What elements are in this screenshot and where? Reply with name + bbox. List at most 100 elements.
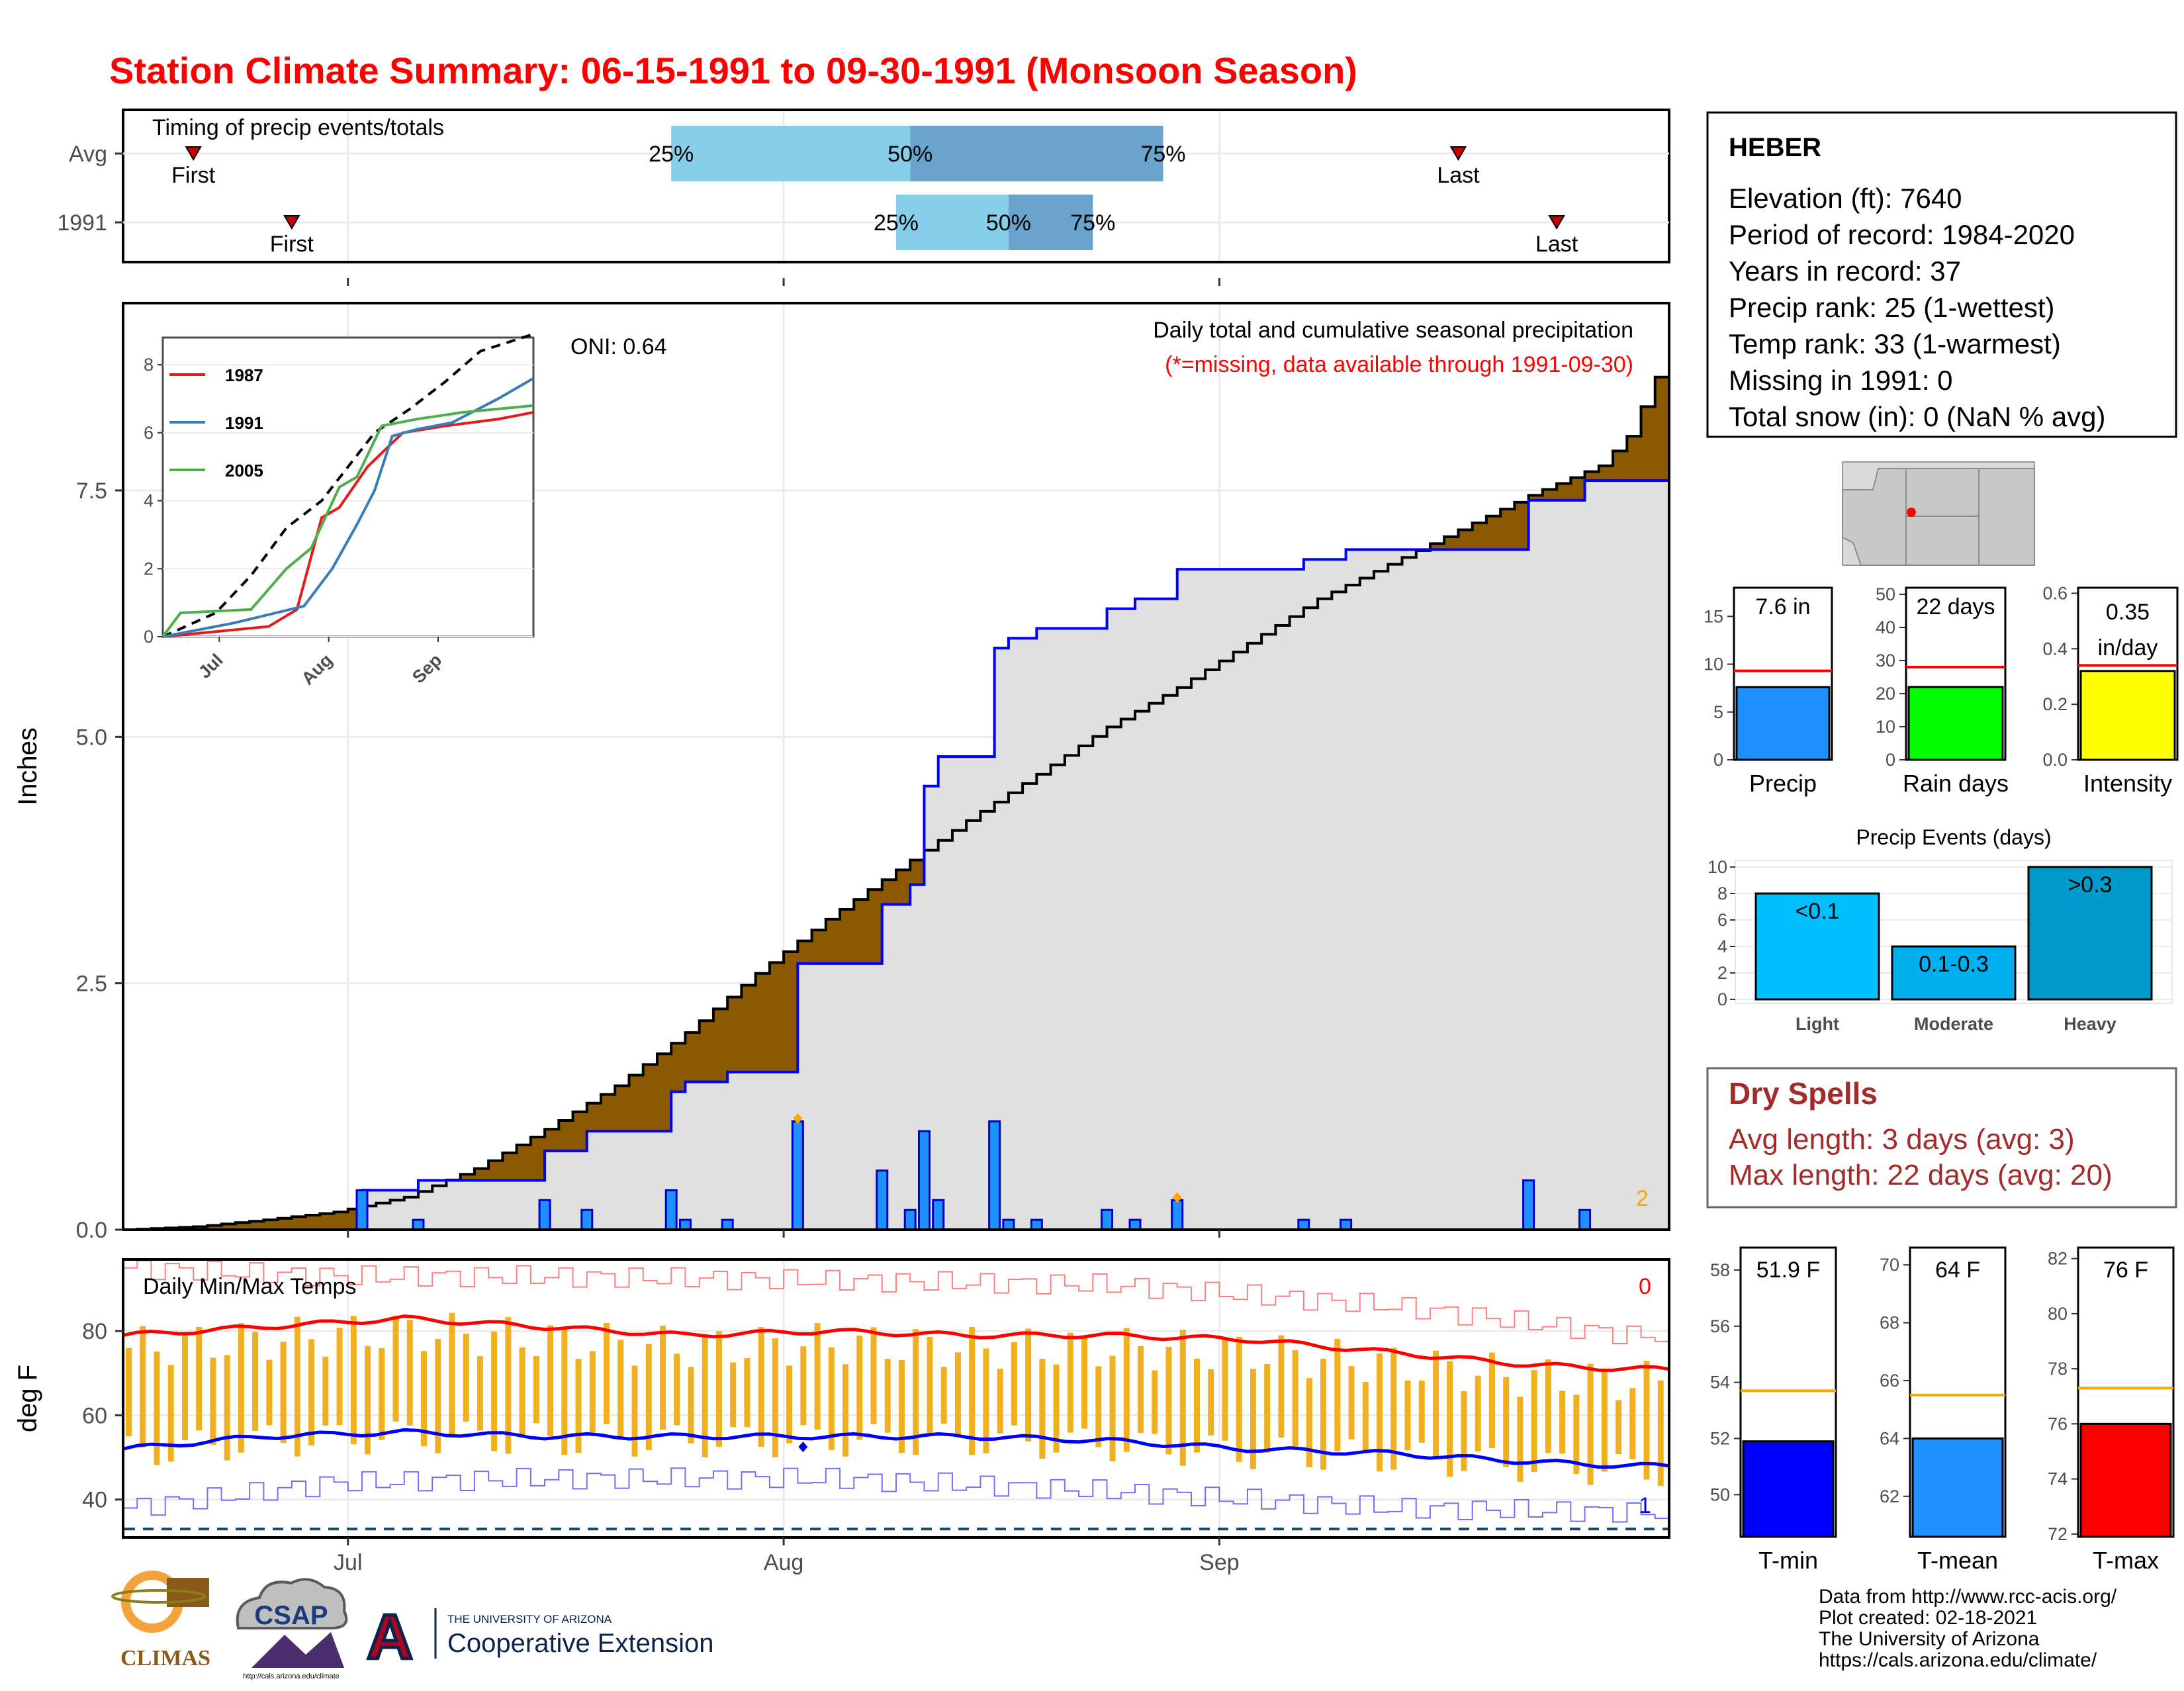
- daily-temp-range-bar: [1222, 1338, 1228, 1441]
- figure-title: Station Climate Summary: 06-15-1991 to 0…: [109, 50, 1357, 91]
- daily-temp-range-bar: [1306, 1378, 1312, 1467]
- daily-temp-range-bar: [1123, 1328, 1130, 1452]
- logo-climas-text: CLIMAS: [120, 1646, 210, 1670]
- summary-value-bar: [1907, 686, 2004, 761]
- inset-line-1987: [162, 411, 534, 638]
- inset-y-tick-label: 4: [144, 491, 154, 511]
- dry-spells-avg: Avg length: 3 days (avg: 3): [1729, 1123, 2075, 1156]
- precip-y-tick-label: 2.5: [76, 972, 107, 997]
- temp-y-tick-label: 60: [82, 1403, 107, 1428]
- temp-category-label: T-min: [1758, 1547, 1818, 1574]
- timing-row-label: Avg: [69, 142, 107, 167]
- daily-temp-range-bar: [1488, 1352, 1495, 1448]
- daily-temp-range-bar: [533, 1355, 539, 1424]
- daily-temp-range-bar: [800, 1346, 807, 1426]
- daily-temp-range-bar: [884, 1359, 891, 1433]
- daily-temp-range-bar: [1264, 1363, 1271, 1453]
- summary-value-label: 7.6 in: [1755, 594, 1810, 619]
- timing-panel: Timing of precip events/totals Avg 25% 50%…: [57, 109, 1670, 263]
- temp-bar-y-tick-label: 54: [1710, 1373, 1730, 1393]
- timing-bar-25-50: [671, 126, 911, 181]
- inset-legend-label: 1991: [225, 413, 263, 433]
- daily-temp-range-bar: [997, 1369, 1003, 1434]
- event-category-label: Heavy: [2064, 1014, 2116, 1034]
- station-info-box: HEBER Elevation (ft): 7640 Period of reco…: [1706, 111, 2177, 438]
- daily-temp-range-bar: [1390, 1348, 1397, 1470]
- summary-y-tick-label: 0.0: [2042, 750, 2068, 770]
- event-bar-light: [1754, 892, 1880, 1001]
- x-tick-label: Aug: [764, 1550, 804, 1575]
- daily-precip-bar: [538, 1199, 551, 1231]
- temp-bar-y-tick-label: 66: [1880, 1371, 1899, 1391]
- daily-precip-bar: [412, 1218, 425, 1231]
- timing-first-label: First: [171, 163, 216, 188]
- logo-climas: CLIMAS: [111, 1571, 210, 1670]
- timing-last-marker: [1548, 215, 1565, 230]
- summary-value-label: 0.35: [2106, 600, 2150, 625]
- precip-panel: Inches 0.0 2.5 5.0 7.5 Daily total and cumu…: [13, 302, 1670, 1243]
- daily-precip-bar: [1297, 1218, 1310, 1231]
- precip-below-area: [123, 480, 1669, 1230]
- daily-temp-range-bar: [181, 1334, 188, 1441]
- timing-pct-label: 75%: [1140, 142, 1185, 167]
- summary-y-tick-label: 0.4: [2042, 639, 2068, 659]
- daily-temp-range-bar: [1334, 1338, 1341, 1451]
- precip-y-label: Inches: [13, 727, 42, 805]
- daily-temp-range-bar: [1278, 1335, 1285, 1438]
- daily-temp-range-bar: [1179, 1330, 1186, 1466]
- timing-first-marker: [185, 146, 202, 161]
- daily-temp-range-bar: [1095, 1366, 1102, 1447]
- daily-temp-range-bar: [954, 1352, 961, 1436]
- temp-bar-y-tick-label: 72: [2048, 1524, 2068, 1544]
- summary-y-tick-label: 0.2: [2042, 694, 2068, 714]
- daily-temp-range-bar: [744, 1358, 751, 1428]
- station-info-line: Precip rank: 25 (1-wettest): [1729, 292, 2055, 323]
- summary-value-label: 22 days: [1916, 594, 1995, 619]
- dry-spells-box: Dry Spells Avg length: 3 days (avg: 3) M…: [1706, 1067, 2177, 1209]
- date-x-axis: Jul Aug Sep: [334, 278, 1240, 1575]
- temp-y-label: deg F: [13, 1365, 42, 1432]
- daily-temp-range-bar: [224, 1355, 230, 1461]
- daily-temp-range-bar: [940, 1367, 947, 1424]
- daily-precip-bar: [932, 1199, 945, 1231]
- daily-temp-range-bar: [420, 1351, 427, 1447]
- daily-temp-range-bar: [392, 1315, 399, 1422]
- daily-temp-range-bar: [1475, 1375, 1481, 1452]
- event-bar-label: 0.1-0.3: [1919, 952, 1989, 977]
- daily-temp-range-bar: [1559, 1391, 1566, 1454]
- daily-temp-range-bar: [1587, 1363, 1594, 1485]
- temp-heading: Daily Min/Max Temps: [143, 1274, 356, 1299]
- station-info-line: Total snow (in): 0 (NaN % avg): [1729, 401, 2106, 432]
- daily-temp-range-bar: [561, 1326, 568, 1455]
- logo-csap: CSAP http://cals.arizona.edu/climate: [236, 1578, 348, 1680]
- daily-temp-range-bar: [645, 1344, 652, 1450]
- daily-temp-range-bar: [167, 1365, 174, 1462]
- daily-temp-range-bar: [730, 1362, 737, 1428]
- daily-temp-range-bar: [617, 1340, 624, 1440]
- daily-temp-range-bar: [350, 1316, 357, 1445]
- daily-precip-bar: [1002, 1218, 1015, 1231]
- timing-pct-label: 25%: [874, 210, 919, 236]
- summary-y-tick-label: 40: [1876, 617, 1895, 637]
- station-info-line: Elevation (ft): 7640: [1729, 183, 1962, 214]
- timing-pct-label: 75%: [1070, 210, 1115, 236]
- event-category-label: Light: [1796, 1014, 1839, 1034]
- daily-temp-range-bar: [828, 1347, 835, 1450]
- daily-temp-range-bar: [210, 1357, 216, 1445]
- summary-y-tick-label: 20: [1876, 684, 1895, 704]
- summary-y-tick-label: 30: [1876, 651, 1895, 670]
- daily-temp-range-bar: [1531, 1370, 1537, 1473]
- temp-value-label: 76 F: [2103, 1257, 2148, 1283]
- precip-y-tick-label: 0.0: [76, 1218, 107, 1243]
- dry-spells-max: Max length: 22 days (avg: 20): [1729, 1159, 2113, 1191]
- timing-last-label: Last: [1437, 163, 1480, 188]
- daily-precip-bar: [664, 1189, 678, 1231]
- station-info-line: Years in record: 37: [1729, 255, 1961, 287]
- daily-temp-range-bar: [435, 1339, 441, 1453]
- daily-precip-bar: [1128, 1218, 1142, 1231]
- summary-bar-charts: 0 5 10 15 7.6 in Precip 0 10 20 30 40 50 22 days Rain…: [1704, 583, 2179, 797]
- daily-temp-range-bar: [575, 1359, 582, 1453]
- daily-temp-range-bar: [406, 1320, 413, 1426]
- daily-temp-range-bar: [154, 1351, 160, 1465]
